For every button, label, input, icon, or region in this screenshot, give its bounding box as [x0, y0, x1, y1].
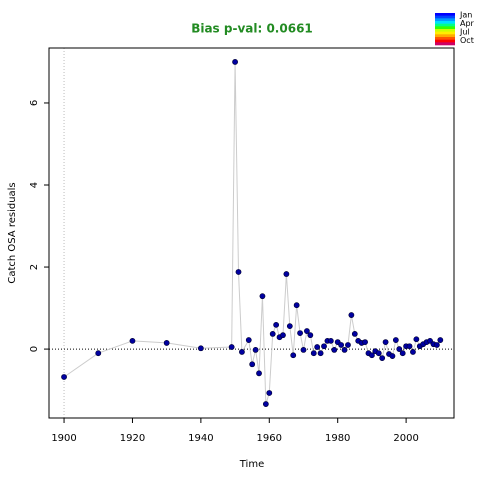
data-point — [345, 342, 351, 348]
chart-title: Bias p-val: 0.0661 — [191, 22, 313, 36]
data-point — [61, 374, 67, 380]
data-point — [95, 350, 102, 357]
data-point — [379, 355, 386, 362]
data-point — [338, 342, 345, 348]
data-point — [269, 331, 276, 337]
data-point — [280, 332, 286, 339]
series-line — [63, 61, 441, 405]
legend-swatch — [435, 34, 455, 38]
y-axis-label: Catch OSA residuals — [7, 182, 18, 283]
data-point — [304, 328, 310, 334]
data-point — [348, 312, 355, 318]
y-tick-label: 0 — [29, 346, 40, 352]
data-point — [375, 350, 382, 357]
data-point — [249, 361, 256, 368]
legend-swatch — [435, 29, 455, 32]
data-point — [399, 350, 406, 357]
data-point — [283, 271, 290, 277]
data-point — [427, 337, 433, 344]
y-tick-label: 6 — [29, 100, 40, 106]
data-point — [290, 352, 297, 359]
x-axis-label: Time — [239, 459, 264, 470]
data-point — [256, 370, 262, 377]
data-point — [228, 344, 235, 350]
x-tick-label: 1960 — [257, 433, 282, 444]
data-point — [331, 347, 338, 353]
data-point — [286, 323, 293, 330]
legend-swatch — [435, 15, 455, 19]
data-point — [317, 350, 324, 357]
legend-swatch — [435, 13, 455, 16]
legend-swatch — [435, 21, 455, 24]
legend-swatch — [435, 23, 455, 27]
x-tick-label: 1900 — [51, 433, 76, 444]
data-point — [197, 345, 204, 352]
data-point — [232, 59, 238, 65]
legend-swatch — [435, 18, 455, 22]
data-point — [129, 337, 136, 344]
data-point — [163, 340, 170, 346]
x-tick-label: 1940 — [188, 433, 213, 444]
data-point — [433, 342, 440, 348]
legend-swatch — [435, 37, 455, 40]
data-point — [239, 349, 245, 355]
x-tick-label: 1920 — [120, 433, 145, 444]
legend-swatch — [435, 31, 455, 35]
data-point — [300, 347, 307, 353]
data-point — [266, 390, 273, 396]
data-point — [351, 331, 358, 337]
data-point — [327, 337, 334, 344]
data-point — [369, 352, 375, 359]
data-point — [262, 401, 269, 407]
data-point — [382, 339, 389, 346]
legend-label: Apr — [460, 19, 475, 28]
plot-frame — [48, 47, 455, 419]
data-point — [410, 349, 416, 355]
data-point — [406, 343, 413, 350]
x-tick-label: 2000 — [393, 433, 418, 444]
y-tick-label: 2 — [29, 264, 40, 270]
legend-label: Jan — [459, 11, 472, 20]
data-point — [413, 336, 420, 343]
y-tick-label: 4 — [29, 182, 40, 188]
legend-label: Jul — [459, 28, 470, 37]
data-point — [341, 347, 348, 353]
data-point — [321, 343, 327, 350]
legend-swatch — [435, 42, 455, 46]
data-point — [293, 302, 300, 309]
legend-label: Oct — [460, 36, 474, 45]
legend-swatch — [435, 39, 455, 43]
data-point — [396, 346, 403, 352]
data-point — [389, 353, 396, 359]
data-point — [310, 350, 317, 357]
data-point — [362, 339, 368, 346]
data-point — [437, 337, 444, 343]
legend-swatch — [435, 26, 455, 30]
data-point — [392, 337, 399, 343]
data-point — [273, 321, 280, 328]
data-point — [245, 337, 252, 343]
data-point — [314, 344, 321, 350]
data-point — [259, 293, 266, 300]
x-tick-label: 1980 — [325, 433, 350, 444]
data-point — [307, 332, 314, 339]
data-point — [235, 269, 242, 275]
data-point — [297, 330, 303, 336]
data-point — [252, 347, 259, 353]
